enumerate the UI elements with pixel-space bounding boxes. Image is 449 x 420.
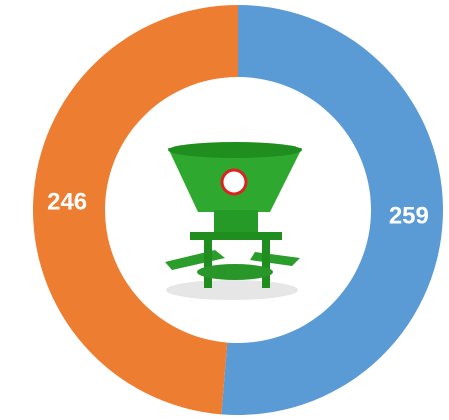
sign	[220, 168, 248, 196]
frame	[190, 232, 282, 240]
hopper-rim	[168, 142, 302, 158]
leg	[204, 240, 212, 288]
shadow	[166, 280, 298, 300]
data-label: 259	[389, 202, 429, 229]
center-image	[165, 142, 302, 300]
data-label: 246	[47, 188, 87, 215]
slice	[32, 5, 239, 415]
plate	[250, 252, 300, 266]
disc	[197, 264, 273, 280]
donut	[32, 5, 443, 415]
slice	[221, 5, 443, 415]
leg	[262, 240, 270, 288]
